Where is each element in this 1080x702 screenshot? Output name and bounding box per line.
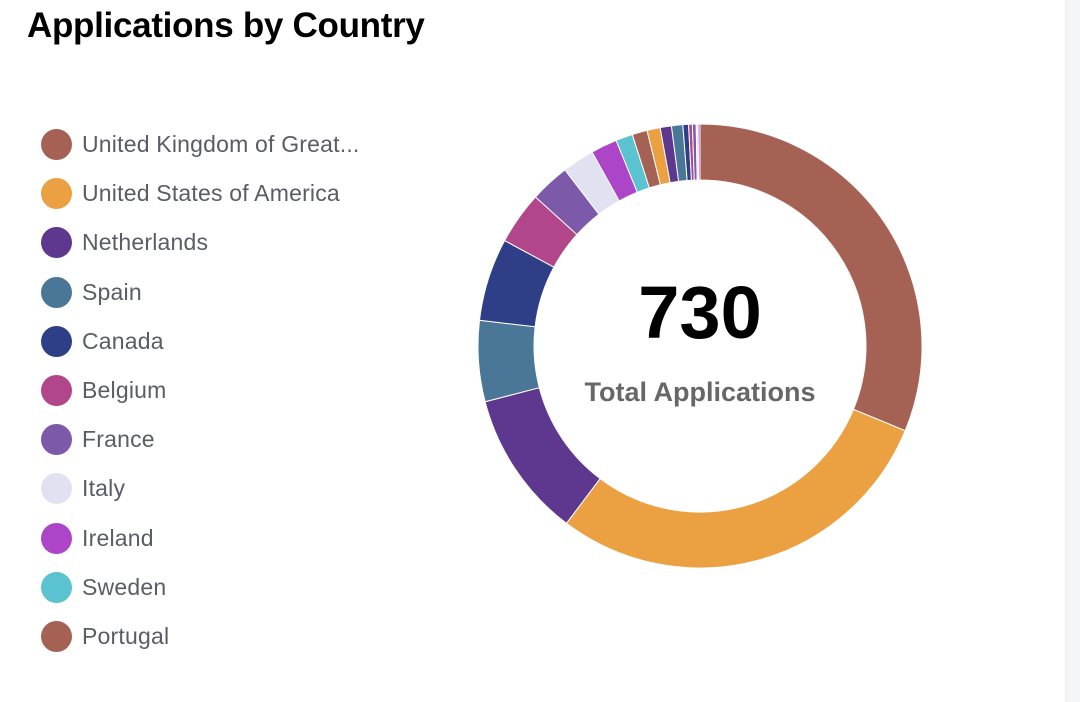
legend-label: United Kingdom of Great... xyxy=(82,131,360,158)
chart-title: Applications by Country xyxy=(27,6,425,45)
legend-swatch xyxy=(41,129,72,161)
legend-item[interactable]: Sweden xyxy=(41,563,360,612)
chart-legend: United Kingdom of Great... United States… xyxy=(41,120,360,661)
total-count: 730 xyxy=(638,271,762,354)
legend-item[interactable]: France xyxy=(41,415,360,464)
legend-item[interactable]: United States of America xyxy=(41,169,360,218)
legend-swatch xyxy=(41,620,72,652)
legend-label: Belgium xyxy=(82,377,167,404)
donut-slice-1[interactable]: United States of America: 212 xyxy=(565,408,906,569)
legend-swatch xyxy=(41,276,72,308)
legend-item[interactable]: Ireland xyxy=(41,514,360,563)
donut-chart: United Kingdom of Great...: 228United St… xyxy=(470,116,930,576)
legend-swatch xyxy=(41,178,72,210)
legend-swatch xyxy=(41,227,72,259)
legend-item[interactable]: United Kingdom of Great... xyxy=(41,120,360,169)
legend-item[interactable]: Belgium xyxy=(41,366,360,415)
donut-svg: United Kingdom of Great...: 228United St… xyxy=(477,123,923,569)
legend-label: Netherlands xyxy=(82,229,209,256)
donut-slice-18[interactable]: Other: 1 xyxy=(697,123,701,181)
legend-label: Sweden xyxy=(82,573,167,600)
legend-label: France xyxy=(82,426,155,453)
legend-label: Ireland xyxy=(82,524,154,551)
legend-item[interactable]: Italy xyxy=(41,464,360,513)
legend-label: Spain xyxy=(82,278,142,305)
legend-item[interactable]: Spain xyxy=(41,268,360,317)
legend-label: Canada xyxy=(82,327,164,354)
donut-slice-0[interactable]: United Kingdom of Great...: 228 xyxy=(699,123,923,432)
legend-swatch xyxy=(41,473,72,505)
legend-item[interactable]: Netherlands xyxy=(41,218,360,267)
legend-swatch xyxy=(41,522,72,554)
legend-item[interactable]: Portugal xyxy=(41,612,360,661)
scroll-gutter xyxy=(1065,0,1080,702)
legend-label: Portugal xyxy=(82,622,170,649)
legend-swatch xyxy=(41,424,72,456)
legend-label: United States of America xyxy=(82,180,340,207)
legend-swatch xyxy=(41,571,72,603)
legend-swatch xyxy=(41,325,72,357)
legend-item[interactable]: Canada xyxy=(41,317,360,366)
legend-label: Italy xyxy=(82,475,126,502)
legend-swatch xyxy=(41,375,72,407)
total-label: Total Applications xyxy=(584,377,816,407)
